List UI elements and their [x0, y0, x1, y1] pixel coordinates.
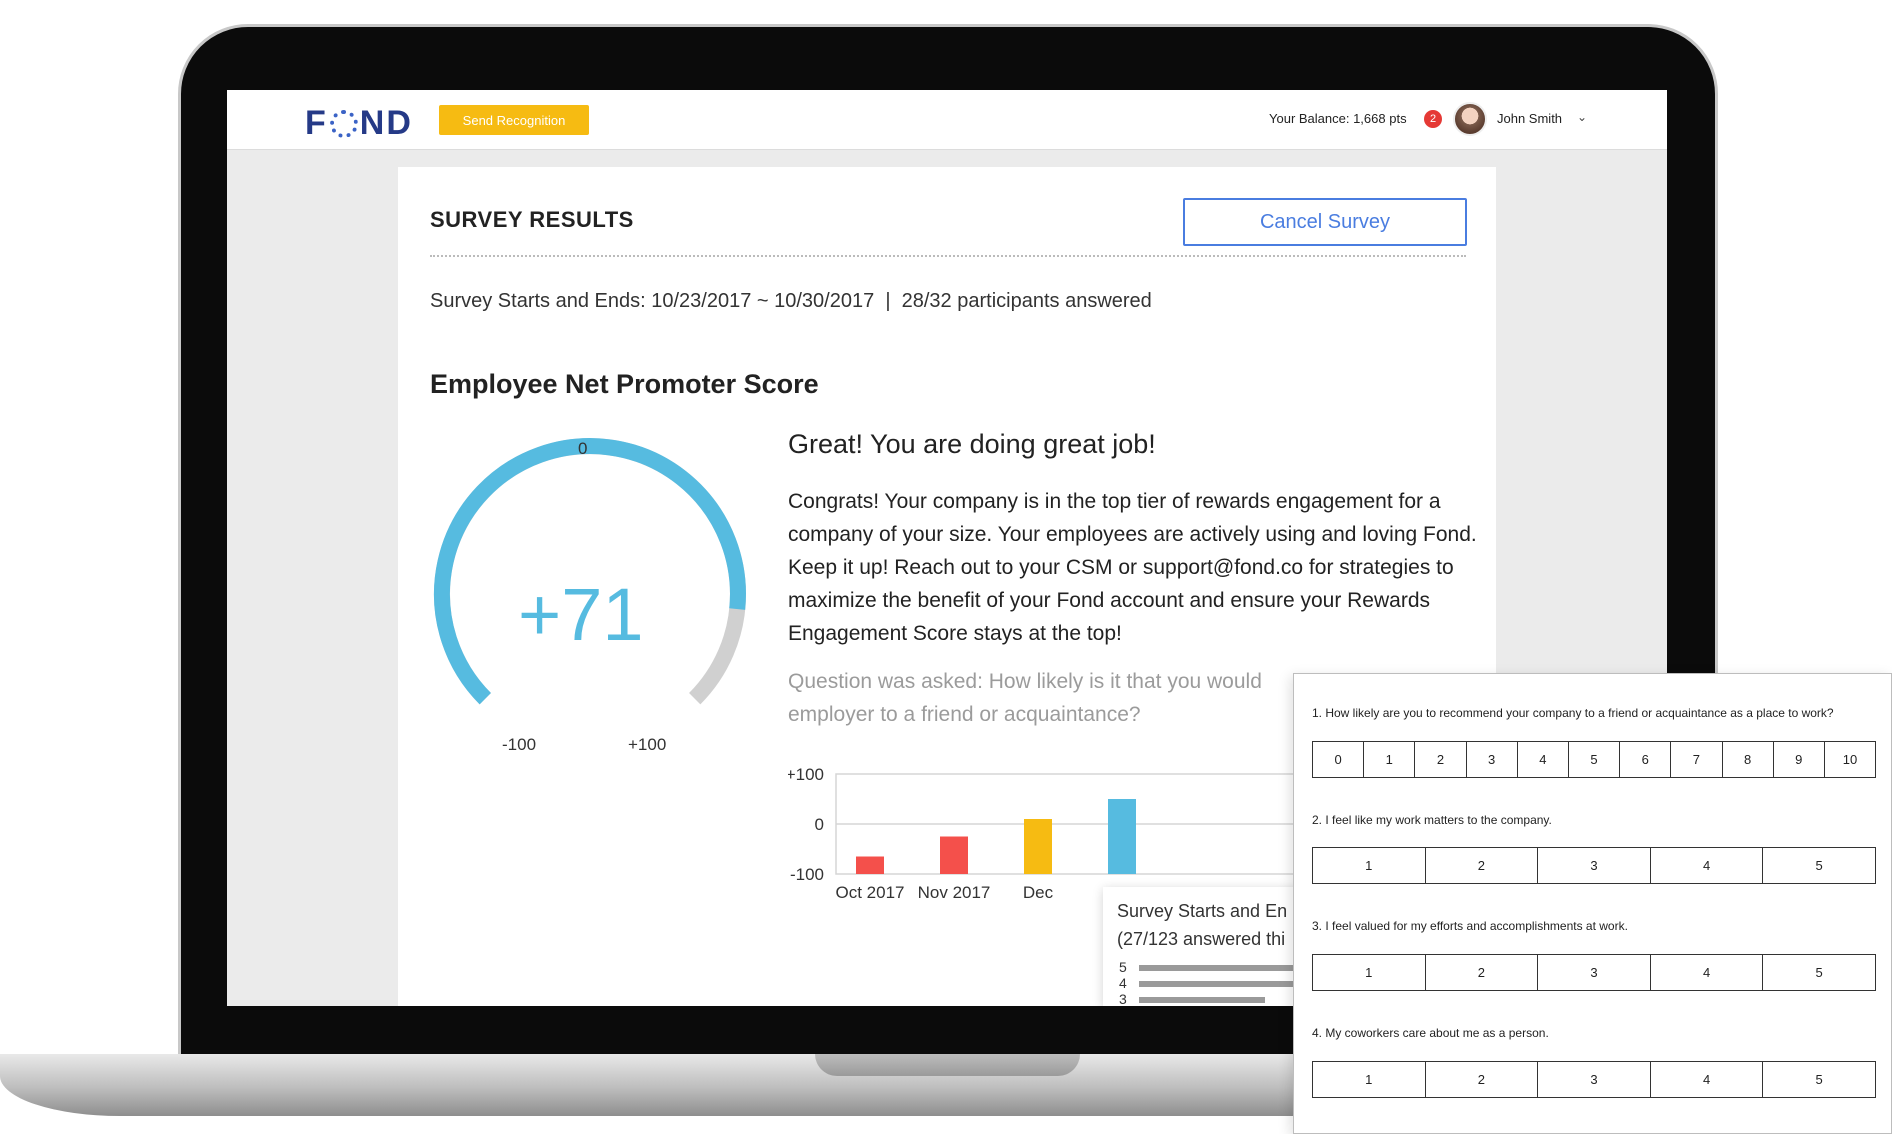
- scale-option[interactable]: 0: [1313, 742, 1365, 777]
- x-tick-label: Oct 2017: [836, 883, 905, 902]
- scale-option[interactable]: 4: [1651, 955, 1764, 990]
- send-recognition-button[interactable]: Send Recognition: [439, 105, 589, 135]
- chart-bar: [1024, 819, 1052, 874]
- y-tick-label: -100: [790, 865, 824, 884]
- fond-logo[interactable]: F ND: [305, 104, 413, 143]
- scale-option[interactable]: 5: [1815, 858, 1823, 873]
- survey-questionnaire: 1. How likely are you to recommend your …: [1293, 673, 1892, 1134]
- scale-option[interactable]: 3: [1538, 1062, 1651, 1097]
- gauge-top-label: 0: [578, 439, 588, 458]
- y-tick-label: +100: [788, 765, 824, 784]
- chart-bar: [1108, 799, 1136, 874]
- user-name[interactable]: John Smith: [1497, 111, 1563, 126]
- gauge-value: +71: [518, 573, 644, 656]
- gauge-fill: [434, 438, 746, 705]
- scale-option[interactable]: 8: [1723, 742, 1774, 777]
- question-1-text: 1. How likely are you to recommend your …: [1312, 706, 1834, 720]
- question-4-text: 4. My coworkers care about me as a perso…: [1312, 1026, 1549, 1040]
- chart-bar: [940, 836, 968, 874]
- scale-option[interactable]: 3: [1538, 955, 1651, 990]
- tooltip-line-1: Survey Starts and En: [1117, 901, 1288, 921]
- tooltip-row-bar: [1139, 981, 1339, 987]
- chevron-down-icon[interactable]: ⌄: [1577, 110, 1588, 124]
- asked-question: Question was asked: How likely is it tha…: [788, 670, 1262, 726]
- page-title: SURVEY RESULTS: [430, 207, 634, 232]
- logo-letter-f: F: [305, 104, 328, 142]
- question-3-text: 3. I feel valued for my efforts and acco…: [1312, 919, 1628, 933]
- question-2-text: 2. I feel like my work matters to the co…: [1312, 813, 1552, 827]
- laptop-notch: [815, 1054, 1080, 1076]
- scale-option[interactable]: 6: [1620, 742, 1672, 777]
- scale-option[interactable]: 1: [1313, 955, 1426, 990]
- result-body: Congrats! Your company is in the top tie…: [788, 490, 1477, 645]
- balance-text: Your Balance: 1,668 pts: [1269, 111, 1407, 126]
- scale-option[interactable]: 2: [1426, 955, 1539, 990]
- avatar[interactable]: [1453, 102, 1487, 136]
- scale-option[interactable]: 9: [1774, 742, 1825, 777]
- tooltip-row-label: 4: [1119, 975, 1127, 991]
- scale-option[interactable]: 2: [1426, 1062, 1539, 1097]
- logo-letters-nd: ND: [359, 104, 413, 142]
- x-tick-label: Nov 2017: [918, 883, 991, 902]
- divider: [430, 255, 1466, 257]
- scale-option[interactable]: 1: [1364, 742, 1416, 777]
- scale-option[interactable]: 1: [1313, 848, 1426, 883]
- gauge-min-label: -100: [502, 735, 537, 754]
- nps-gauge: [434, 438, 746, 705]
- scale-option[interactable]: 2: [1415, 742, 1467, 777]
- tooltip-row-label: 5: [1119, 959, 1127, 975]
- scale-option[interactable]: 4: [1651, 848, 1764, 883]
- scale-option[interactable]: 10: [1842, 752, 1858, 767]
- gauge-max-label: +100: [628, 735, 667, 754]
- scale-option[interactable]: 5: [1569, 742, 1621, 777]
- result-headline: Great! You are doing great job!: [788, 429, 1156, 459]
- scale-option[interactable]: 2: [1426, 848, 1539, 883]
- nps-trend-chart: +100 0 -100 Oct 2017 Nov 2017 Dec: [788, 765, 1488, 902]
- scale-option[interactable]: 4: [1651, 1062, 1764, 1097]
- question-1-scale: 0 1 2 3 4 5 6 7 8 9 10: [1312, 741, 1876, 778]
- x-tick-label: Dec: [1023, 883, 1054, 902]
- scale-option[interactable]: 1: [1313, 1062, 1426, 1097]
- scale-option[interactable]: 3: [1538, 848, 1651, 883]
- notification-badge[interactable]: 2: [1424, 110, 1442, 128]
- chart-bar: [856, 856, 884, 874]
- scale-option[interactable]: 5: [1815, 1072, 1823, 1087]
- scale-option[interactable]: 4: [1518, 742, 1569, 777]
- tooltip-row-bar: [1139, 997, 1265, 1003]
- scale-option[interactable]: 7: [1671, 742, 1723, 777]
- logo-dots-icon: [329, 109, 358, 138]
- scale-option[interactable]: 3: [1467, 742, 1518, 777]
- tooltip-row-label: 3: [1119, 991, 1127, 1006]
- tooltip-line-2: (27/123 answered thi: [1117, 929, 1286, 949]
- tooltip-row-bar: [1139, 965, 1339, 971]
- section-title: Employee Net Promoter Score: [430, 369, 819, 399]
- scale-option[interactable]: 5: [1815, 965, 1823, 980]
- y-tick-label: 0: [815, 815, 824, 834]
- cancel-survey-button[interactable]: Cancel Survey: [1183, 198, 1467, 246]
- top-bar: F ND Send Recognition Your Balance: 1,668…: [227, 90, 1667, 150]
- survey-meta: Survey Starts and Ends: 10/23/2017 ~ 10/…: [430, 290, 1152, 312]
